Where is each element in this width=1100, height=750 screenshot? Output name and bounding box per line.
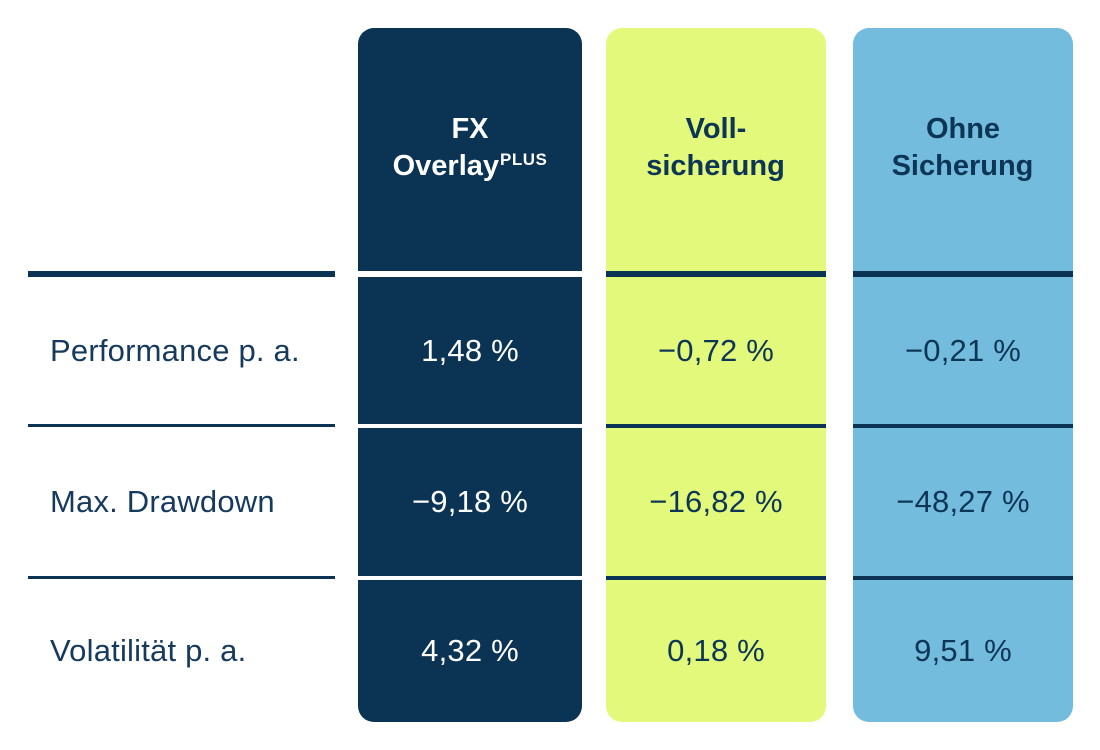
value-cell: 1,48 % — [421, 332, 519, 368]
header-separator-line — [28, 271, 335, 277]
value-cell: −16,82 % — [649, 484, 783, 519]
value-cell: 0,18 % — [667, 633, 765, 668]
column-header-text: Voll- sicherung — [646, 111, 786, 188]
header-superscript: PLUS — [500, 150, 548, 169]
column-header-text: FX OverlayPLUS — [393, 111, 548, 188]
value-cell: 4,32 % — [421, 633, 519, 668]
header-line-1: FX — [451, 113, 489, 145]
value-cell: −48,27 % — [896, 484, 1030, 519]
row-separator-gap — [358, 576, 582, 580]
value-cell: −9,18 % — [411, 484, 528, 519]
header-line-1: Ohne — [925, 113, 1001, 145]
header-line-1: Voll- — [685, 113, 747, 145]
header-separator-line — [853, 271, 1073, 277]
row-separator-line — [853, 424, 1073, 428]
header-separator-gap — [358, 271, 582, 277]
row-label-performance: Performance p. a. — [50, 332, 300, 368]
header-line-2: Sicherung — [891, 150, 1034, 182]
column-fx-overlay-plus: FX OverlayPLUS 1,48 % −9,18 % 4,32 % — [358, 28, 582, 722]
header-line-2: Overlay — [392, 150, 500, 182]
row-label-volatility: Volatilität p. a. — [50, 633, 247, 668]
row-label-max-drawdown: Max. Drawdown — [50, 484, 275, 519]
row-separator-line — [28, 576, 335, 579]
row-separator-line — [853, 576, 1073, 580]
value-cell: −0,72 % — [657, 332, 774, 368]
column-header-ohne-sicherung: Ohne Sicherung — [853, 28, 1073, 271]
column-header-fx-overlay-plus: FX OverlayPLUS — [358, 28, 582, 271]
value-cell: −0,21 % — [904, 332, 1021, 368]
row-separator-line — [606, 424, 826, 428]
row-separator-line — [606, 576, 826, 580]
column-header-vollsicherung: Voll- sicherung — [606, 28, 826, 271]
header-separator-line — [606, 271, 826, 277]
column-ohne-sicherung: Ohne Sicherung −0,21 % −48,27 % 9,51 % — [853, 28, 1073, 722]
header-line-2: sicherung — [646, 150, 785, 182]
column-header-text: Ohne Sicherung — [892, 111, 1035, 188]
row-separator-gap — [358, 424, 582, 428]
row-separator-line — [28, 424, 335, 427]
value-cell: 9,51 % — [914, 633, 1012, 668]
column-vollsicherung: Voll- sicherung −0,72 % −16,82 % 0,18 % — [606, 28, 826, 722]
